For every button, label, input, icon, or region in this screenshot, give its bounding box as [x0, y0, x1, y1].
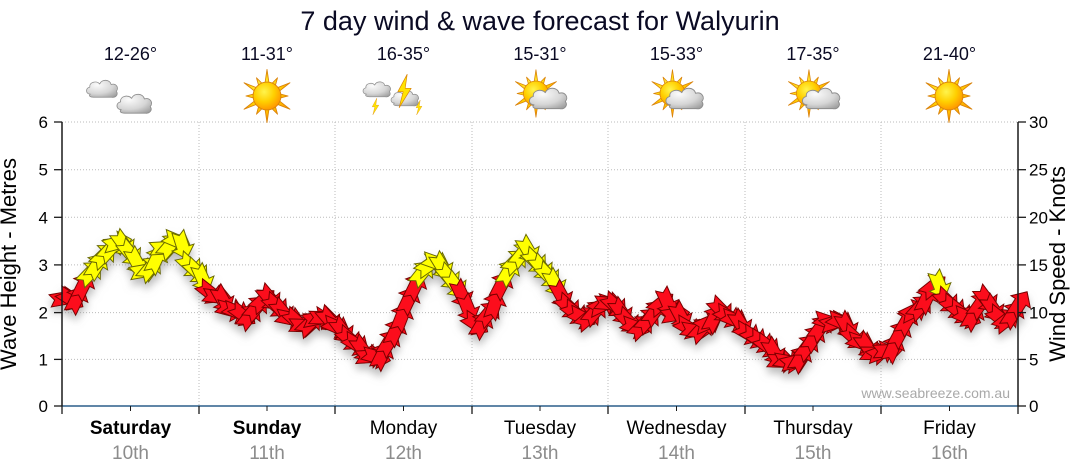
svg-text:30: 30 — [1029, 113, 1048, 132]
svg-text:17-35°: 17-35° — [786, 44, 839, 64]
svg-text:0: 0 — [39, 397, 48, 416]
svg-text:0: 0 — [1029, 397, 1038, 416]
svg-text:10th: 10th — [112, 443, 149, 464]
svg-text:3: 3 — [39, 256, 48, 275]
svg-text:5: 5 — [1029, 350, 1038, 369]
svg-text:1: 1 — [39, 350, 48, 369]
svg-text:12-26°: 12-26° — [104, 44, 157, 64]
svg-text:6: 6 — [39, 113, 48, 132]
svg-text:Saturday: Saturday — [90, 418, 172, 439]
svg-text:12th: 12th — [385, 443, 422, 464]
svg-text:21-40°: 21-40° — [923, 44, 976, 64]
svg-text:16th: 16th — [931, 443, 968, 464]
svg-text:Wave Height - Metres: Wave Height - Metres — [0, 158, 21, 370]
svg-text:15-31°: 15-31° — [513, 44, 566, 64]
svg-text:4: 4 — [39, 208, 48, 227]
svg-text:Wednesday: Wednesday — [627, 418, 727, 439]
svg-text:15th: 15th — [795, 443, 832, 464]
svg-text:www.seabreeze.com.au: www.seabreeze.com.au — [860, 385, 1010, 401]
svg-text:11-31°: 11-31° — [241, 44, 293, 64]
svg-text:11th: 11th — [249, 443, 285, 464]
svg-text:Thursday: Thursday — [773, 418, 853, 439]
svg-text:Monday: Monday — [370, 418, 438, 439]
svg-text:13th: 13th — [522, 443, 559, 464]
svg-text:16-35°: 16-35° — [377, 44, 430, 64]
svg-text:14th: 14th — [658, 443, 695, 464]
svg-text:Tuesday: Tuesday — [504, 418, 577, 439]
svg-text:Wind Speed - Knots: Wind Speed - Knots — [1045, 166, 1070, 362]
svg-text:2: 2 — [39, 304, 48, 323]
svg-text:5: 5 — [39, 161, 48, 180]
svg-text:15-33°: 15-33° — [650, 44, 703, 64]
svg-text:Sunday: Sunday — [233, 418, 302, 439]
svg-text:Friday: Friday — [923, 418, 976, 439]
